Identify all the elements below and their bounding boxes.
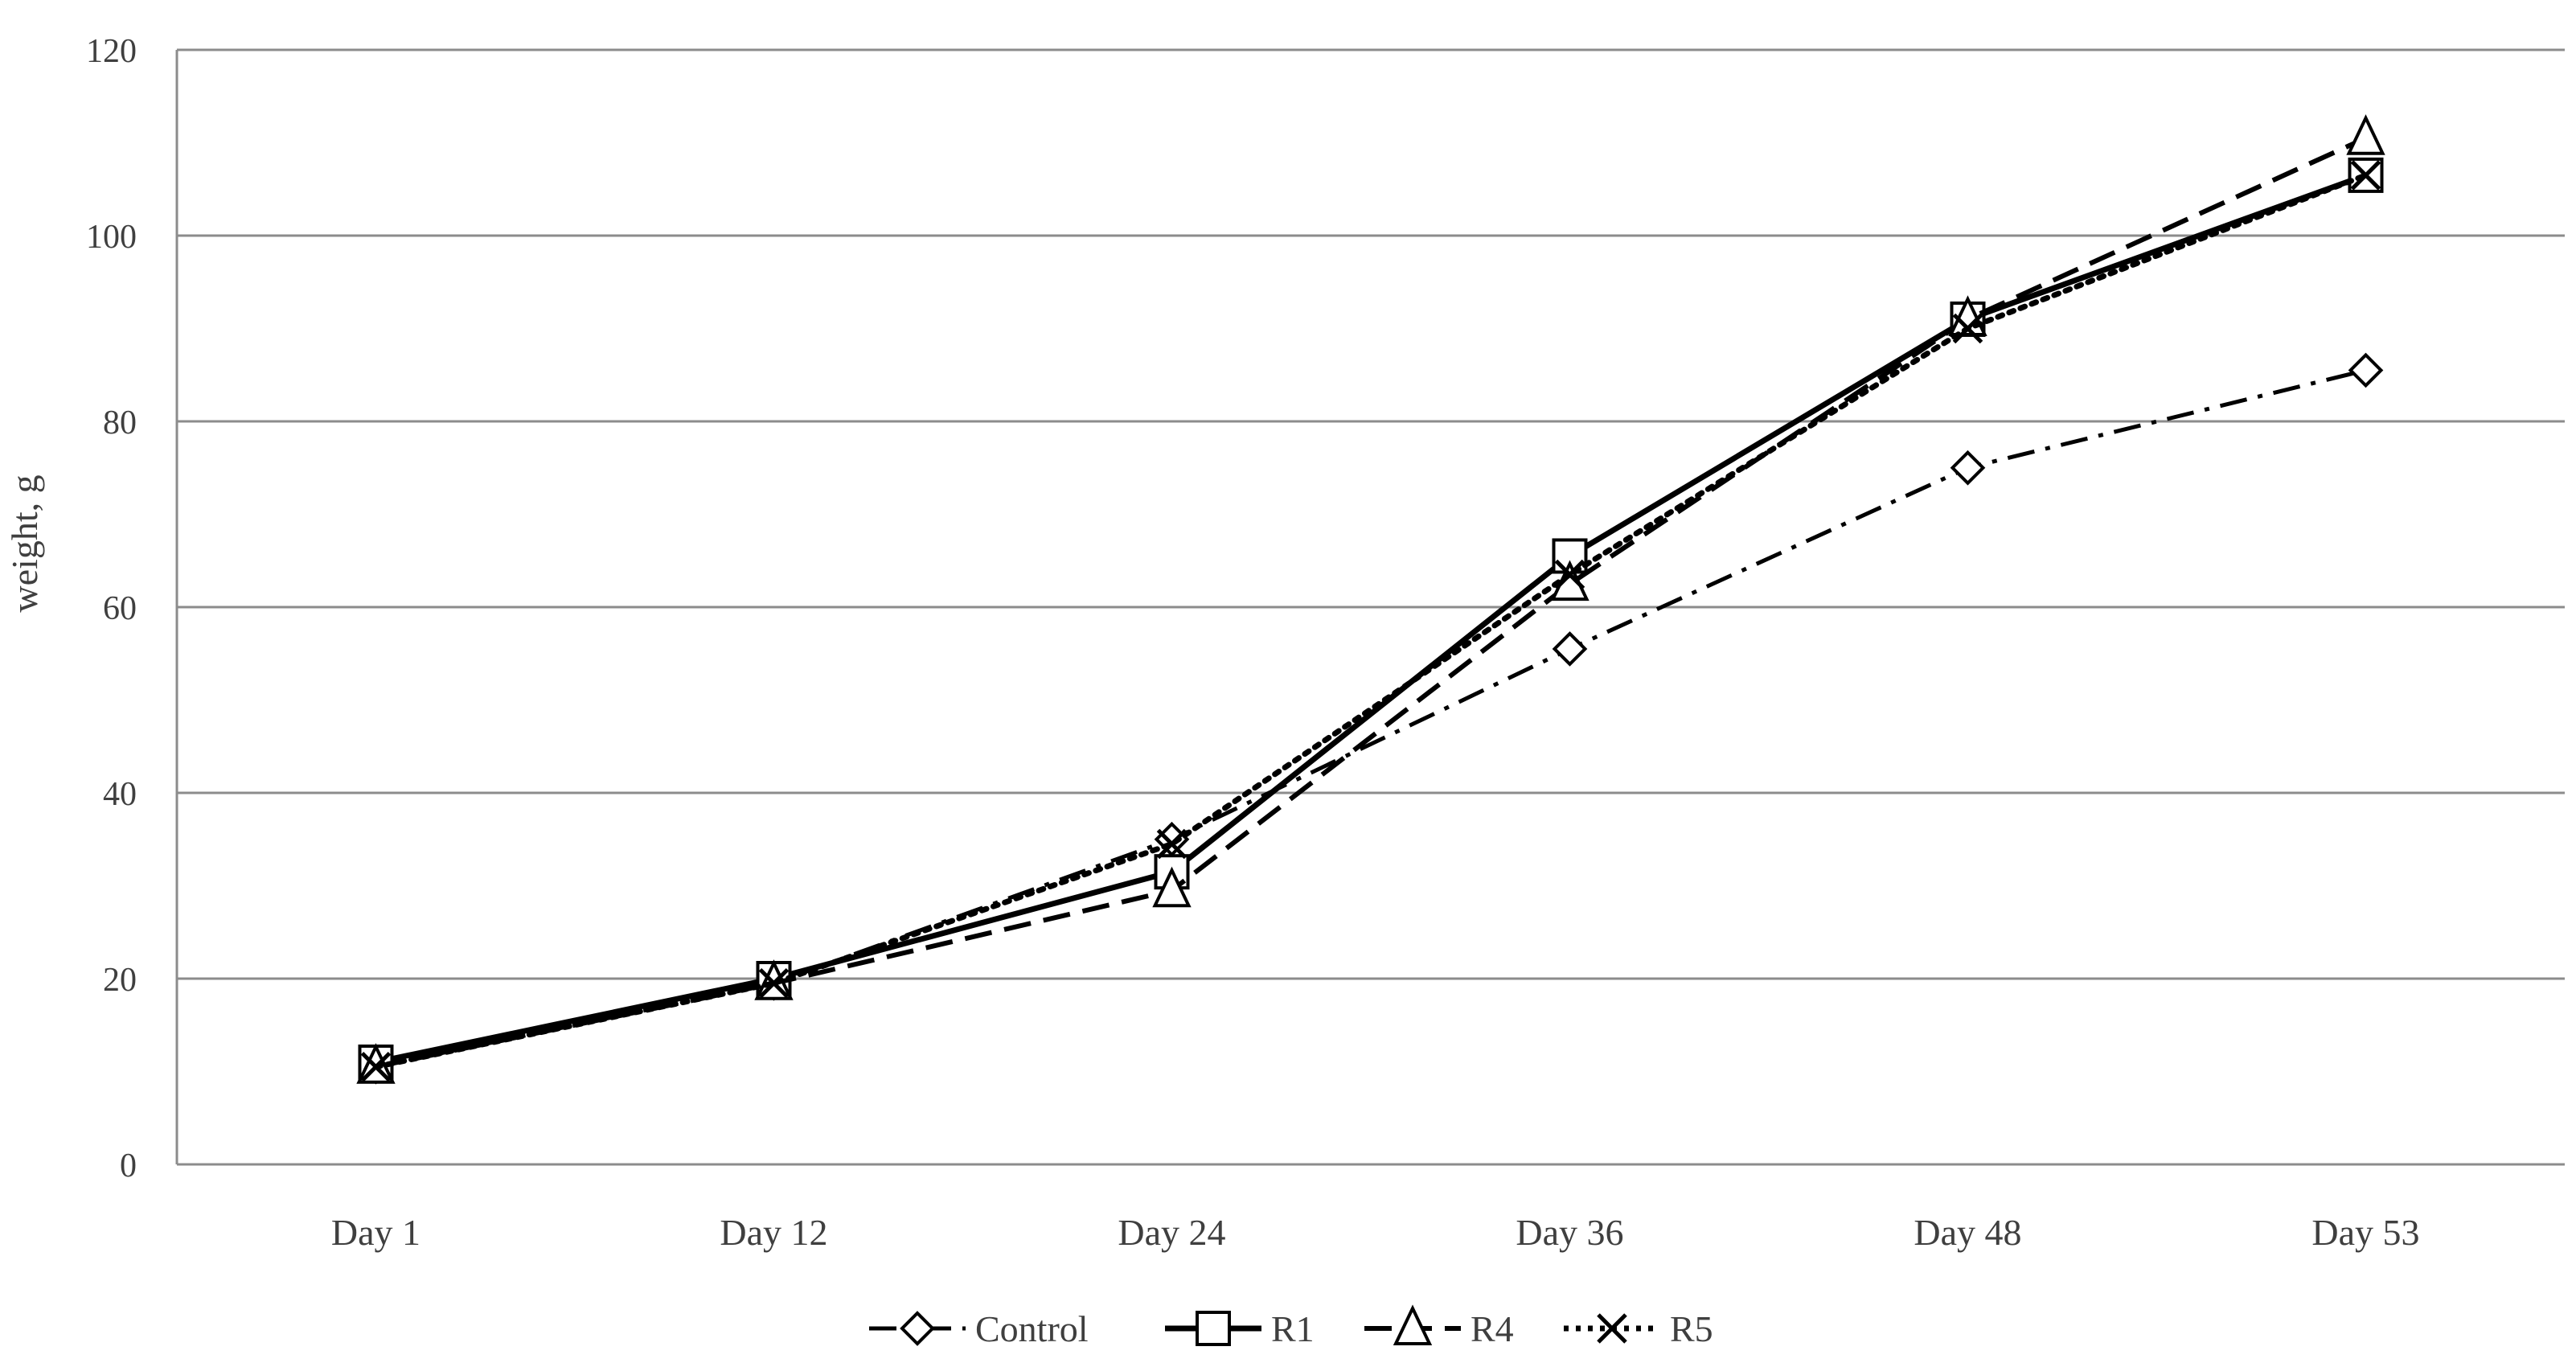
series-r1: [358, 157, 2384, 1080]
legend-marker: [1393, 1304, 1433, 1345]
data-point: [2346, 114, 2385, 155]
legend-marker: [1597, 1313, 1627, 1344]
x-tick-label: Day 24: [1118, 1212, 1225, 1253]
legend-item-control: Control: [869, 1308, 1089, 1349]
data-point: [1952, 313, 1983, 344]
legend-label: R1: [1271, 1308, 1315, 1349]
legend-label: R4: [1471, 1308, 1514, 1349]
x-tick-label: Day 53: [2311, 1212, 2419, 1253]
y-tick-label: 60: [103, 590, 137, 627]
y-axis-label: weight, g: [4, 474, 45, 612]
data-point: [1554, 559, 1585, 590]
y-tick-labels: 0 20 40 60 80 100 120: [86, 33, 137, 1184]
data-point: [1154, 821, 1190, 857]
series-control: [358, 352, 2384, 1085]
data-point: [1552, 631, 1588, 667]
data-point: [360, 1051, 392, 1082]
legend-item-r4: R4: [1364, 1304, 1514, 1349]
y-tick-label: 20: [103, 962, 137, 999]
y-tick-label: 40: [103, 776, 137, 813]
y-tick-label: 100: [86, 219, 137, 256]
legend: Control R1 R4 R5: [869, 1304, 1713, 1349]
legend-marker: [1196, 1311, 1231, 1346]
y-tick-label: 120: [86, 33, 137, 70]
x-tick-label: Day 12: [720, 1212, 827, 1253]
x-tick-label: Day 1: [331, 1212, 420, 1253]
series-r5: [360, 160, 2381, 1082]
data-point: [1950, 450, 1986, 486]
legend-label: R5: [1670, 1308, 1713, 1349]
series-lines: [356, 114, 2385, 1085]
data-point: [1152, 866, 1192, 908]
data-point: [2348, 352, 2384, 388]
data-point: [758, 968, 790, 999]
legend-item-r1: R1: [1165, 1308, 1315, 1349]
legend-marker: [900, 1311, 935, 1346]
gridlines: [175, 48, 2565, 1166]
legend-label: Control: [975, 1308, 1089, 1349]
series-line: [375, 172, 2367, 1065]
x-tick-label: Day 48: [1914, 1212, 2021, 1253]
series-line: [375, 135, 2367, 1069]
data-point: [1156, 828, 1188, 860]
y-tick-label: 80: [103, 404, 137, 441]
x-tick-labels: Day 1 Day 12 Day 24 Day 36 Day 48 Day 53: [331, 1212, 2420, 1253]
legend-item-r5: R5: [1564, 1308, 1713, 1349]
series-line: [373, 172, 2369, 1070]
data-point: [2350, 160, 2381, 191]
series-r4: [356, 114, 2385, 1084]
y-tick-label: 0: [120, 1147, 137, 1184]
series-line: [375, 368, 2367, 1069]
x-tick-label: Day 36: [1516, 1212, 1623, 1253]
